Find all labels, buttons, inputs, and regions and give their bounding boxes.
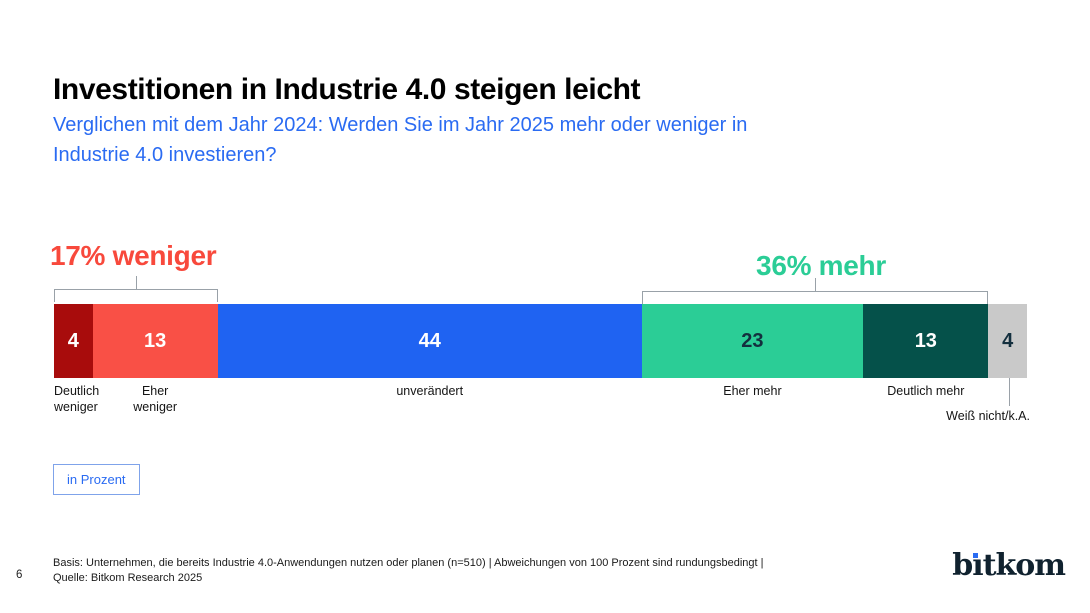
page-title: Investitionen in Industrie 4.0 steigen l… <box>53 73 641 107</box>
bar-segment-4: 13 <box>863 304 989 378</box>
segment-label: Deutlich mehr <box>887 384 965 398</box>
segment-value: 13 <box>914 329 937 352</box>
unit-badge: in Prozent <box>53 464 140 495</box>
stacked-bar-chart: 4 13 44 23 13 4 Deutlich weniger Eher weniger unv… <box>54 276 1030 446</box>
subtitle-line-1: Verglichen mit dem Jahr 2024: Werden Sie… <box>53 114 748 136</box>
basis-line: Basis: Unternehmen, die bereits Industri… <box>53 557 764 569</box>
weiss-nicht-connector-line <box>1009 378 1011 406</box>
segment-value: 23 <box>741 329 764 352</box>
annotation-weniger: 17% weniger <box>50 240 217 271</box>
source-note: Basis: Unternehmen, die bereits Industri… <box>53 556 764 586</box>
segment-label-weiss-nicht: Weiß nicht/k.A. <box>946 409 1030 423</box>
segment-value: 13 <box>144 329 167 352</box>
stacked-bar: 4 13 44 23 13 4 <box>54 304 1027 378</box>
bar-segment-0: 4 <box>54 304 93 378</box>
bracket-mehr <box>641 278 989 304</box>
annotation-mehr: 36% mehr <box>756 250 886 281</box>
source-line: Quelle: Bitkom Research 2025 <box>53 572 203 584</box>
bar-segment-5: 4 <box>988 304 1027 378</box>
bitkom-logo: b ıtkom <box>952 548 1066 583</box>
logo-i-stem: ı <box>972 548 983 583</box>
segment-value: 44 <box>418 329 441 352</box>
logo-i-dot <box>973 553 979 558</box>
segment-label: unverändert <box>396 384 464 398</box>
bar-segment-2: 44 <box>217 304 642 378</box>
subtitle-line-2: Industrie 4.0 investieren? <box>53 144 277 166</box>
segment-label: Eher weniger <box>133 384 178 414</box>
segment-value: 4 <box>67 329 79 352</box>
segment-value: 4 <box>1002 329 1014 352</box>
bracket-mehr-tick <box>815 278 817 291</box>
page-number: 6 <box>16 569 23 581</box>
bracket-weniger-tick <box>135 276 137 289</box>
bar-segment-3: 23 <box>641 304 864 378</box>
logo-text-post: tkom <box>982 548 1066 583</box>
bar-segment-1: 13 <box>92 304 218 378</box>
segment-label: Eher mehr <box>723 384 782 398</box>
subtitle: Verglichen mit dem Jahr 2024: Werden Sie… <box>53 110 747 170</box>
bar-label-row: Deutlich weniger Eher weniger unverändert Ehe… <box>54 383 1027 423</box>
logo-text-pre: b <box>952 548 973 583</box>
segment-label: Deutlich weniger <box>54 384 100 414</box>
bracket-weniger <box>54 276 218 302</box>
logo-letter-i: ı <box>972 548 983 583</box>
